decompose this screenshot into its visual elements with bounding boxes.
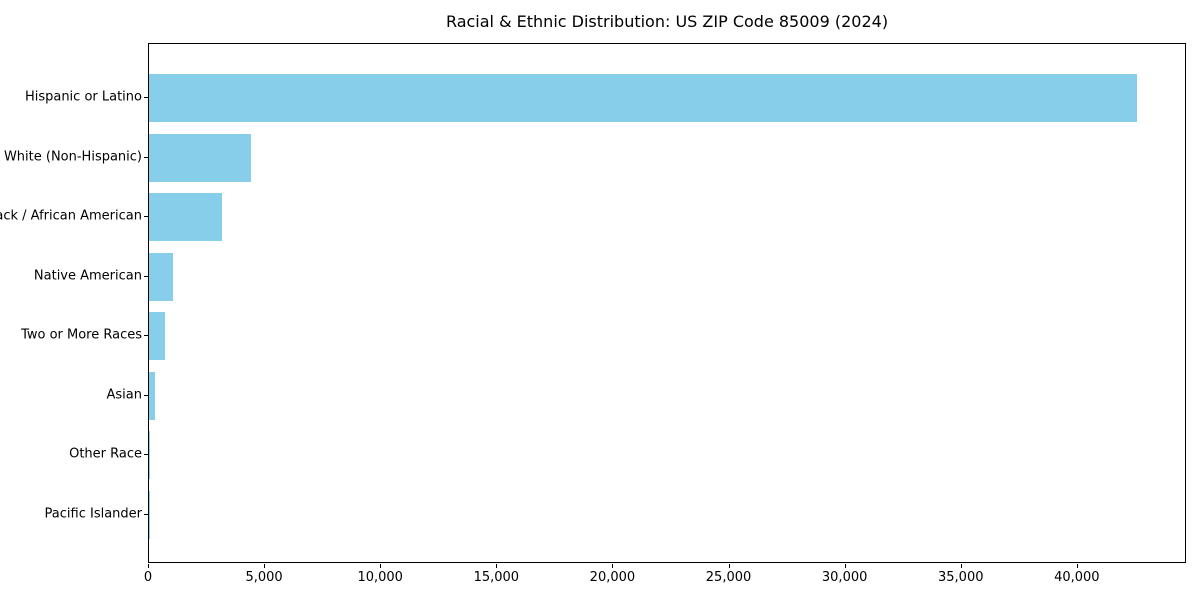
y-axis-label: Native American [33, 268, 142, 284]
x-axis-tick-label: 10,000 [357, 570, 403, 585]
bar-black-african-american [149, 193, 223, 242]
y-tick-mark [144, 97, 148, 98]
x-tick-mark [148, 564, 149, 568]
y-tick-mark [144, 156, 148, 158]
x-tick-mark [496, 564, 498, 568]
x-axis-tick-label: 20,000 [589, 570, 636, 585]
x-tick-mark [844, 564, 846, 568]
bar-native-american [149, 252, 173, 301]
x-tick-mark [728, 564, 730, 568]
x-tick-mark [612, 564, 614, 568]
y-axis-label: Hispanic or Latino [24, 89, 142, 105]
plot-area [148, 43, 1186, 563]
x-axis-tick-label: 15,000 [473, 570, 520, 585]
bar-white-non-hispanic [149, 133, 252, 182]
x-axis-tick-label: 25,000 [705, 570, 752, 585]
bar-other-race [149, 431, 151, 480]
x-tick-mark [1076, 564, 1078, 568]
y-axis-label: Pacific Islander [44, 506, 142, 522]
y-tick-mark [144, 275, 148, 277]
y-axis-label: Other Race [69, 446, 142, 462]
chart-title: Racial & Ethnic Distribution: US ZIP Cod… [445, 12, 889, 31]
x-axis-tick-label: 5,000 [245, 570, 283, 585]
y-tick-mark [144, 454, 148, 456]
y-tick-mark [144, 513, 148, 515]
y-tick-mark [144, 335, 148, 337]
x-axis-tick-label: 0 [143, 570, 153, 585]
y-tick-mark [144, 216, 148, 218]
y-axis-label: Black / African American [0, 208, 142, 224]
y-tick-mark [144, 394, 148, 396]
bar-asian [149, 371, 156, 420]
bar-two-or-more-races [149, 312, 166, 361]
y-axis-label: White (Non-Hispanic) [3, 149, 142, 165]
x-axis-tick-label: 40,000 [1054, 570, 1100, 585]
x-tick-mark [264, 564, 266, 568]
y-axis-label: Asian [106, 387, 142, 403]
x-tick-mark [380, 564, 382, 568]
bar-hispanic-or-latino [149, 74, 1137, 122]
y-axis-label: Two or More Races [21, 327, 142, 343]
x-axis-tick-label: 35,000 [938, 570, 984, 585]
x-axis-tick-label: 30,000 [821, 570, 868, 585]
x-tick-mark [960, 564, 962, 568]
